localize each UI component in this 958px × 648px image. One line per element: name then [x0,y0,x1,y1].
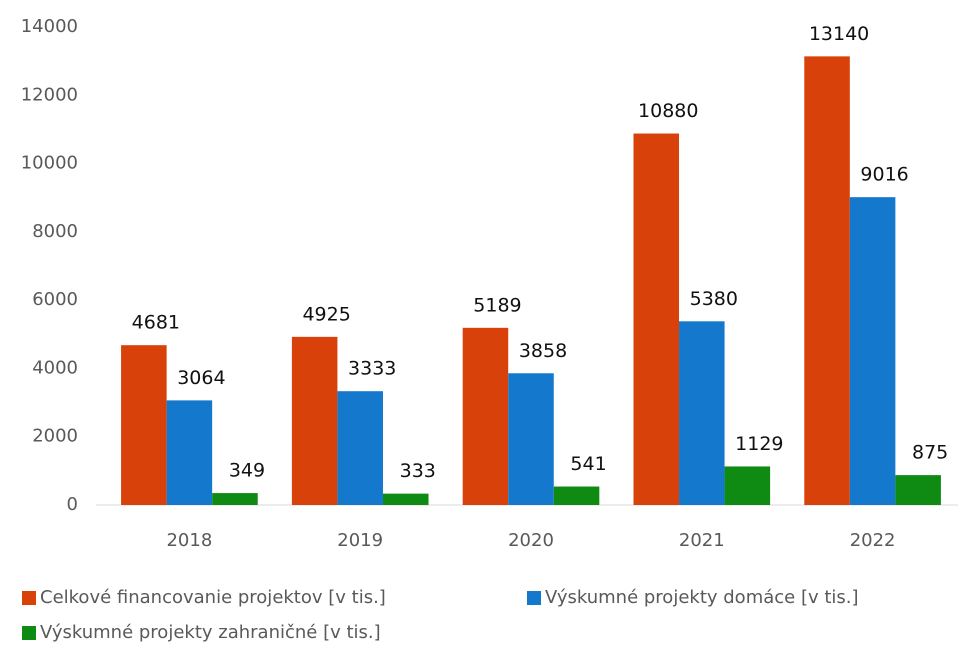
data-label: 541 [570,453,606,475]
data-label: 1129 [735,433,783,455]
data-label: 4925 [302,303,350,325]
legend-swatch [527,591,541,605]
bar [553,486,600,505]
bar [121,345,167,505]
bar [849,197,896,505]
data-label: 4681 [132,312,180,334]
y-tick-label: 0 [67,494,78,515]
x-tick-label: 2018 [166,530,212,551]
bar [895,475,941,505]
bar [382,493,429,505]
data-label: 10880 [638,100,698,122]
legend-label: Výskumné projekty zahraničné [v tis.] [40,622,381,643]
data-label: 3064 [177,367,225,389]
bar [337,391,383,505]
bar [679,321,725,505]
y-tick-label: 8000 [32,221,78,242]
y-tick-label: 6000 [32,289,78,310]
data-label: 5189 [473,294,521,316]
bar [724,466,771,505]
x-tick-label: 2020 [508,530,554,551]
y-tick-label: 10000 [21,153,78,174]
bar [804,56,850,506]
y-tick-label: 14000 [21,16,78,37]
bar [166,400,213,505]
data-label: 349 [229,460,265,482]
data-label: 3333 [348,358,396,380]
y-tick-label: 4000 [32,357,78,378]
legend-swatch [22,591,36,605]
data-label: 13140 [809,23,869,45]
x-tick-label: 2021 [679,530,725,551]
legend-swatch [22,626,36,640]
bar [633,133,680,506]
x-tick-label: 2022 [850,530,896,551]
data-label: 3858 [519,340,567,362]
bar [212,493,258,505]
x-tick-label: 2019 [337,530,383,551]
data-label: 5380 [690,288,738,310]
legend-label: Celkové financovanie projektov [v tis.] [40,587,386,608]
bar [291,336,338,505]
data-label: 333 [400,460,436,482]
legend-label: Výskumné projekty domáce [v tis.] [545,587,859,608]
y-tick-label: 2000 [32,426,78,447]
y-tick-label: 12000 [21,84,78,105]
data-label: 9016 [860,164,908,186]
bar [462,327,509,505]
bar [508,373,554,505]
data-label: 875 [912,442,948,464]
